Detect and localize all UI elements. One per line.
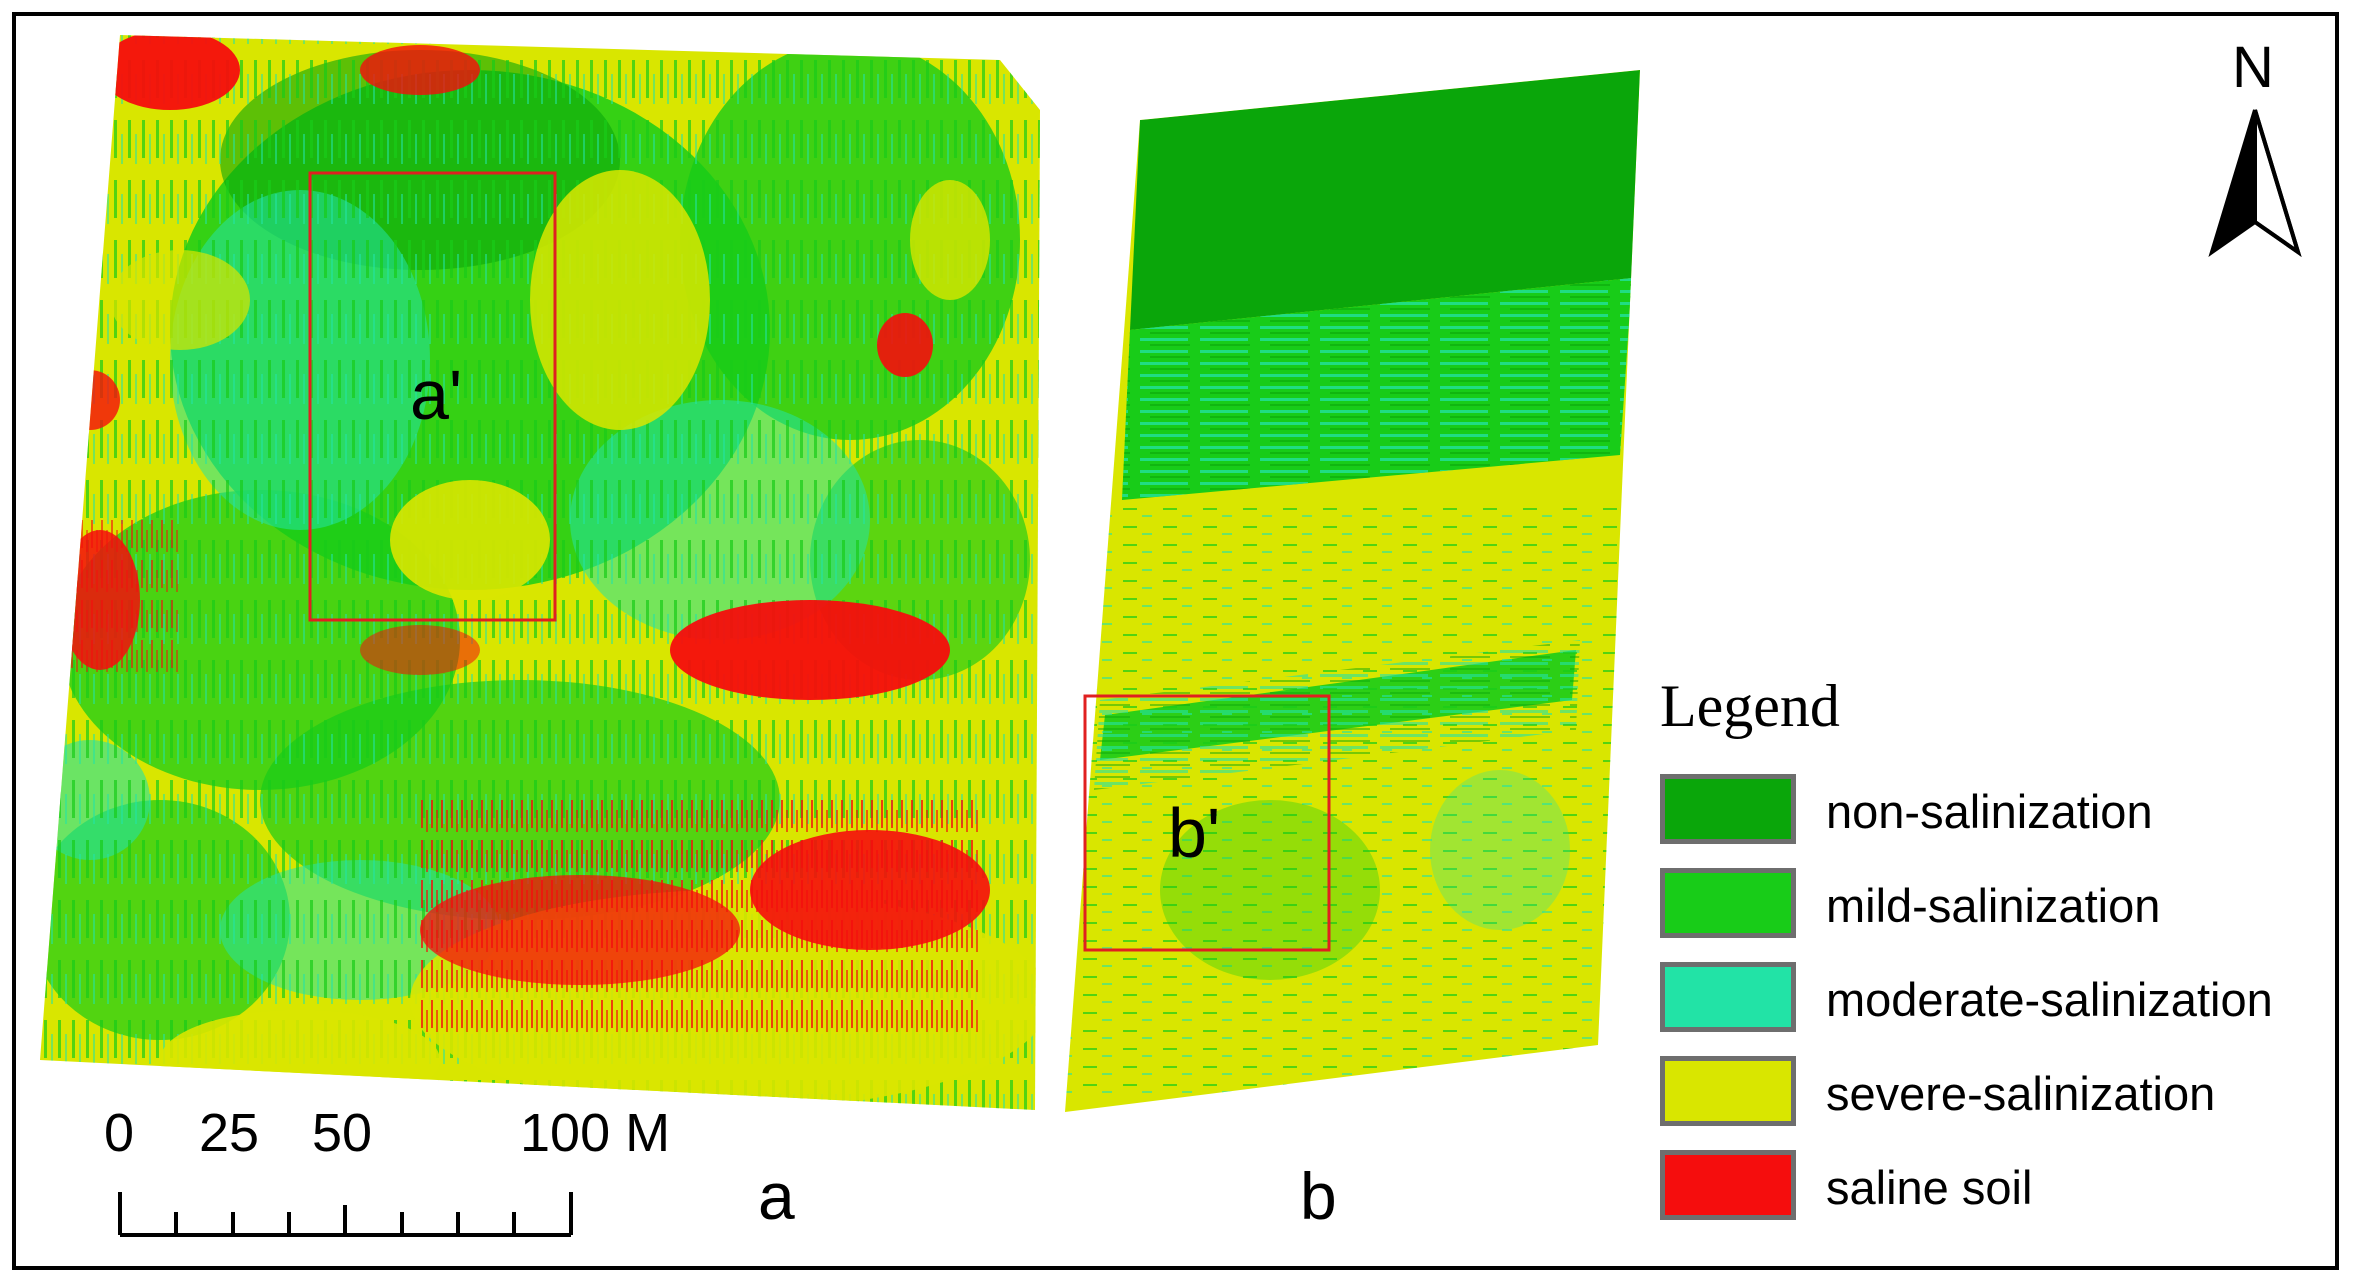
panel-b-raster [1065, 70, 1640, 1112]
legend-label: mild-salinization [1826, 879, 2161, 932]
scale-bar [118, 1192, 573, 1237]
legend-swatch [1660, 774, 1796, 844]
inset-box-a [308, 171, 557, 622]
legend-label: severe-salinization [1826, 1067, 2216, 1120]
panel-a-raster [40, 35, 1040, 1110]
panel-label-b: b [1300, 1159, 1337, 1233]
legend-swatch [1660, 1150, 1796, 1220]
legend-swatch [1660, 1056, 1796, 1126]
legend-title: Legend [1660, 673, 1840, 739]
panel-b-non-salinization-band [1130, 70, 1640, 330]
map-frame [12, 12, 2339, 1270]
panel-label-a: a [758, 1159, 795, 1233]
scale-tick-label: 100 M [520, 1103, 671, 1163]
inset-label-b: b' [1168, 794, 1221, 872]
north-label: N [2232, 35, 2274, 100]
legend-label: moderate-salinization [1826, 973, 2273, 1026]
legend-label: saline soil [1826, 1161, 2033, 1214]
north-arrow-icon [2208, 109, 2302, 257]
scale-tick-label: 0 [104, 1103, 135, 1163]
inset-box-b [1083, 694, 1331, 952]
legend-swatch [1660, 868, 1796, 938]
scale-tick-label: 50 [312, 1103, 373, 1163]
inset-label-a: a' [410, 356, 463, 434]
legend-swatch [1660, 962, 1796, 1032]
scale-tick-label: 25 [199, 1103, 260, 1163]
legend-label: non-salinization [1826, 785, 2153, 838]
